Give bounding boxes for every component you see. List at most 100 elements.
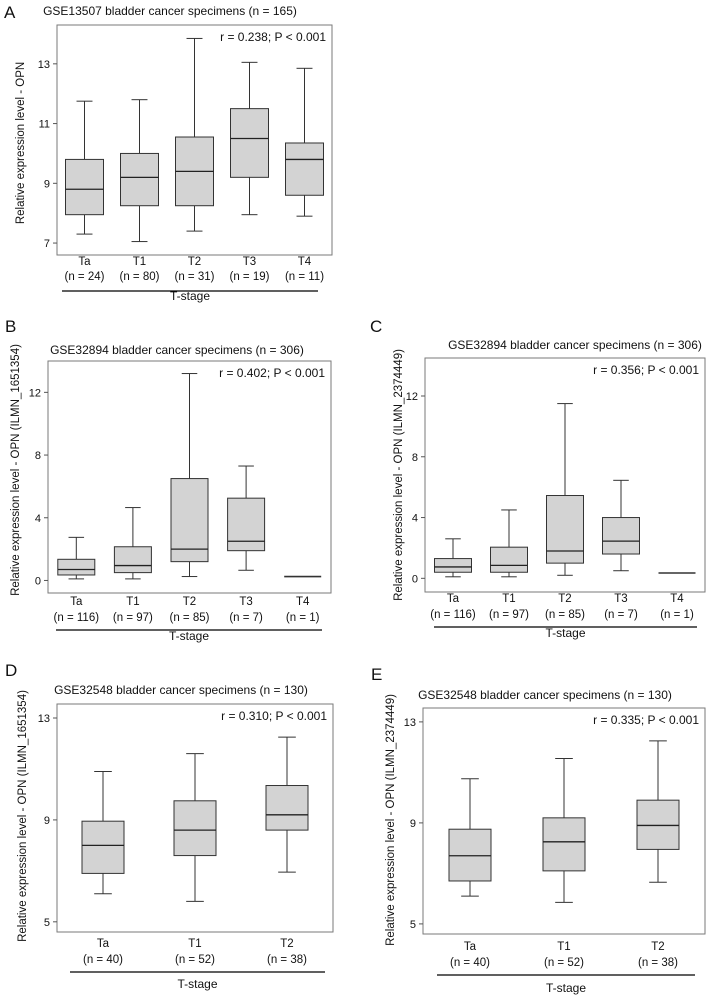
y-axis-label: Relative expression level - OPN (ILMN_23… (385, 694, 397, 946)
plot-frame (56, 703, 334, 933)
box-t2 (175, 37, 214, 232)
category-label: T1 (502, 593, 515, 605)
y-tick-label: 8 (412, 452, 418, 464)
y-tick-label: 13 (404, 717, 416, 729)
panel-letter: B (5, 317, 16, 336)
n-label: (n = 24) (65, 271, 105, 283)
iqr-box (81, 820, 125, 874)
y-tick-label: 9 (44, 178, 50, 190)
box-t1 (542, 758, 586, 903)
chart-title: GSE32894 bladder cancer specimens (n = 3… (50, 343, 304, 357)
category-label: T2 (651, 941, 664, 953)
iqr-box (113, 546, 152, 574)
y-axis-label: Relative expression level - OPN (ILMN_16… (17, 690, 29, 942)
iqr-box (173, 800, 217, 857)
category-label: T4 (298, 256, 312, 268)
y-tick-label: 9 (410, 818, 416, 830)
category-label: T2 (280, 938, 293, 950)
chart-title: GSE32894 bladder cancer specimens (n = 3… (448, 338, 702, 352)
category-label: T3 (243, 256, 256, 268)
n-label: (n = 116) (54, 612, 100, 624)
category-label: T4 (670, 593, 684, 605)
category-label: T1 (557, 941, 570, 953)
panel-e: E GSE32548 bladder cancer specimens (n = … (371, 665, 706, 995)
n-label: (n = 31) (175, 271, 215, 283)
category-label: T1 (133, 256, 146, 268)
n-label: (n = 85) (170, 612, 210, 624)
box-t1 (113, 507, 152, 580)
box-ta (448, 778, 492, 897)
category-label: T2 (188, 256, 201, 268)
n-label: (n = 38) (267, 954, 307, 966)
iqr-box (65, 158, 104, 216)
panel-letter: D (5, 661, 17, 680)
box-ta (81, 771, 125, 895)
iqr-box (546, 495, 584, 564)
box-t2 (636, 740, 680, 883)
plot-frame (47, 360, 332, 594)
n-label: (n = 52) (544, 957, 584, 969)
category-label: Ta (97, 938, 110, 950)
category-label: Ta (78, 256, 91, 268)
x-axis-label: T-stage (169, 629, 209, 643)
iqr-box (227, 497, 266, 552)
iqr-box (57, 558, 96, 576)
y-tick-label: 4 (35, 513, 41, 525)
stat-annotation: r = 0.356; P < 0.001 (593, 363, 699, 377)
category-label: T3 (614, 593, 627, 605)
y-axis-label: Relative expression level - OPN (ILMN_16… (10, 344, 22, 596)
chart-title: GSE13507 bladder cancer specimens (n = 1… (43, 4, 297, 18)
y-tick-label: 5 (410, 919, 416, 931)
x-axis-label: T-stage (177, 977, 217, 991)
category-label: T3 (239, 596, 252, 608)
category-label: T1 (126, 596, 139, 608)
panel-letter: E (371, 665, 382, 684)
y-tick-label: 13 (38, 59, 50, 71)
y-axis-label: Relative expression level - OPN (15, 62, 27, 224)
chart-title: GSE32548 bladder cancer specimens (n = 1… (418, 688, 672, 702)
iqr-box (230, 108, 269, 178)
x-axis-label: T-stage (546, 981, 586, 995)
y-tick-label: 5 (44, 917, 50, 929)
iqr-box (542, 817, 586, 872)
x-axis-label: T-stage (170, 289, 210, 303)
plot-frame (56, 24, 333, 256)
n-label: (n = 97) (489, 609, 529, 621)
box-t3 (230, 61, 269, 216)
box-t1 (173, 753, 217, 902)
stat-annotation: r = 0.402; P < 0.001 (219, 366, 325, 380)
iqr-box (285, 142, 324, 196)
iqr-box (120, 152, 159, 207)
n-label: (n = 11) (285, 271, 324, 283)
stat-annotation: r = 0.310; P < 0.001 (221, 709, 327, 723)
panel-letter: A (4, 3, 16, 22)
y-tick-label: 0 (35, 575, 41, 587)
iqr-box (602, 517, 640, 555)
category-label: Ta (70, 596, 83, 608)
y-tick-label: 8 (35, 450, 41, 462)
n-label: (n = 40) (450, 957, 490, 969)
y-tick-label: 7 (44, 238, 50, 250)
plot-frame (424, 357, 706, 593)
category-label: T4 (296, 596, 310, 608)
n-label: (n = 19) (230, 271, 270, 283)
box-t2 (265, 736, 309, 873)
box-t1 (120, 99, 159, 243)
category-label: Ta (447, 593, 460, 605)
n-label: (n = 7) (229, 612, 263, 624)
box-t3 (602, 479, 640, 572)
n-label: (n = 116) (430, 609, 476, 621)
n-label: (n = 7) (604, 609, 638, 621)
panel-a: A GSE13507 bladder cancer specimens (n = … (4, 3, 333, 303)
box-t4 (285, 67, 324, 217)
box-ta (434, 538, 472, 578)
stat-annotation: r = 0.238; P < 0.001 (220, 30, 326, 44)
box-ta (57, 536, 96, 580)
n-label: (n = 38) (638, 957, 678, 969)
category-label: Ta (464, 941, 477, 953)
panel-letter: C (370, 317, 382, 336)
plot-frame (422, 707, 706, 935)
box-t2 (170, 373, 209, 578)
y-tick-label: 12 (29, 387, 41, 399)
n-label: (n = 97) (113, 612, 153, 624)
